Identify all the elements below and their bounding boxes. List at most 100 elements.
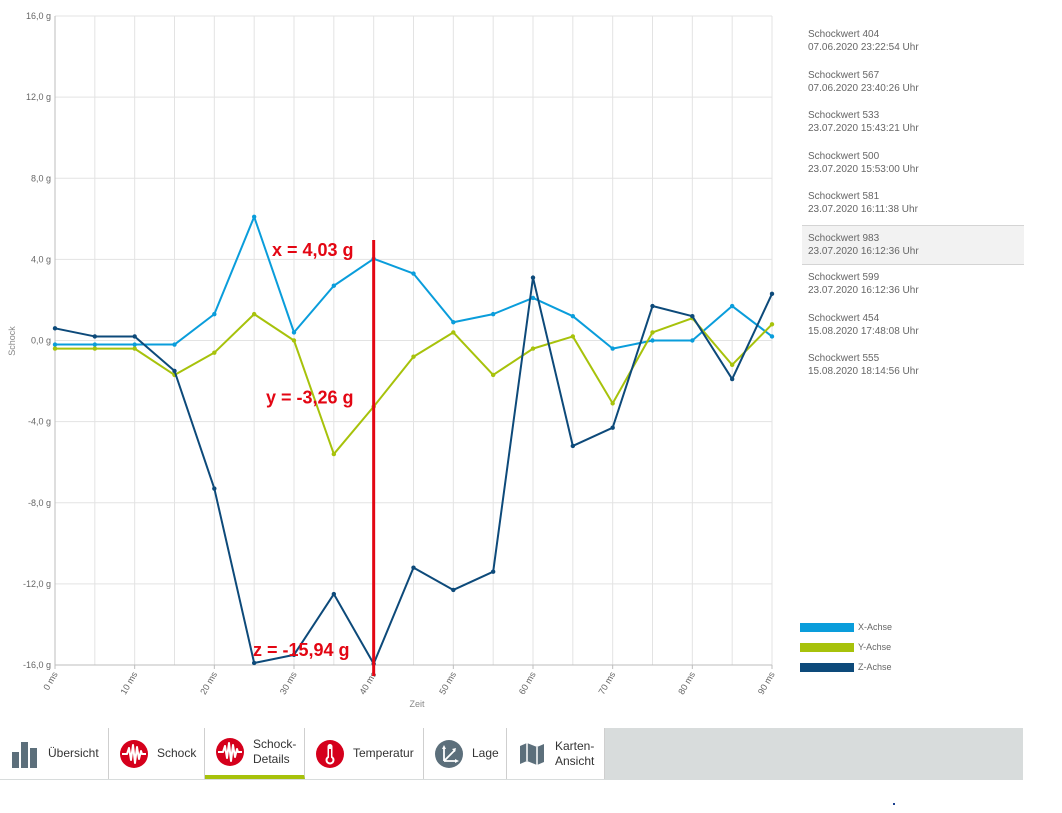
data-point: [212, 350, 217, 355]
event-title: Schockwert 599: [808, 272, 880, 283]
data-point: [172, 342, 177, 347]
data-point: [729, 376, 735, 382]
data-point: [769, 334, 775, 339]
tab-label: Schock- Details: [253, 736, 297, 766]
data-point: [331, 451, 337, 457]
event-title: Schockwert 567: [808, 69, 880, 81]
value-annotation: z = -15,94 g: [253, 640, 350, 660]
tab-schock[interactable]: Schock: [109, 728, 205, 779]
event-title: Schockwert 983: [808, 232, 880, 244]
event-item[interactable]: Schockwert 983 23.07.2020 16:12:36 Uhr: [802, 224, 1024, 265]
tab-temperatur[interactable]: Temperatur: [305, 728, 424, 779]
data-point: [570, 334, 576, 339]
shock-wave-icon: [120, 739, 148, 768]
event-title: Schockwert 581: [808, 191, 880, 202]
data-point: [769, 322, 775, 327]
tab-label: Schock: [157, 746, 197, 760]
event-title: Schockwert 454: [808, 312, 880, 324]
tab-schock-details[interactable]: Schock- Details: [205, 728, 305, 779]
x-tick-label: 30 ms: [278, 670, 299, 697]
x-axis-title: Zeit: [409, 699, 425, 709]
event-item[interactable]: Schockwert 404 07.06.2020 23:22:54 Uhr: [802, 22, 1024, 63]
data-point: [132, 346, 137, 351]
data-point: [92, 334, 98, 339]
y-tick-label: 0,0 g: [31, 336, 51, 346]
tab-lage[interactable]: Lage: [424, 728, 507, 779]
stray-dot: [893, 803, 895, 805]
data-point: [331, 591, 337, 597]
event-time: 23.07.2020 16:12:36 Uhr: [808, 245, 919, 257]
event-title: Schockwert 404: [808, 29, 880, 40]
tab-uebersicht[interactable]: Übersicht: [0, 728, 109, 779]
data-point: [490, 569, 496, 574]
legend-swatch-z: [800, 662, 854, 672]
map-icon: [520, 742, 544, 765]
shock-wave-icon: [216, 737, 244, 766]
data-point: [411, 271, 416, 276]
x-tick-label: 40 ms: [357, 670, 378, 697]
x-tick-label: 70 ms: [596, 670, 617, 697]
data-point: [212, 486, 217, 491]
x-tick-label: 60 ms: [517, 670, 538, 697]
tab-label: Temperatur: [353, 746, 414, 760]
y-tick-label: -4,0 g: [28, 417, 51, 427]
event-time: 23.07.2020 16:12:36 Uhr: [808, 285, 919, 296]
data-point: [451, 587, 456, 593]
tab-label: Übersicht: [48, 746, 99, 760]
event-time: 07.06.2020 23:22:54 Uhr: [808, 42, 919, 53]
x-tick-label: 10 ms: [118, 670, 139, 697]
event-item[interactable]: Schockwert 500 23.07.2020 15:53:00 Uhr: [802, 144, 1024, 185]
data-point: [530, 346, 536, 351]
event-item[interactable]: Schockwert 581 23.07.2020 16:11:38 Uhr: [802, 184, 1024, 225]
data-point: [291, 330, 297, 335]
tab-label: Lage: [472, 746, 499, 760]
y-tick-label: -16,0 g: [23, 660, 51, 670]
data-point: [411, 354, 416, 359]
data-point: [650, 330, 655, 335]
data-point: [650, 338, 655, 343]
x-tick-label: 20 ms: [198, 670, 219, 697]
tab-label: Karten- Ansicht: [555, 738, 595, 768]
event-time: 23.07.2020 15:43:21 Uhr: [808, 123, 919, 134]
tab-karten-ansicht[interactable]: Karten- Ansicht: [507, 728, 605, 779]
event-item[interactable]: Schockwert 555 15.08.2020 18:14:56 Uhr: [802, 346, 1024, 387]
event-title: Schockwert 555: [808, 353, 880, 364]
data-point: [52, 342, 58, 347]
data-point: [451, 330, 456, 335]
bar-chart-icon: [12, 741, 37, 768]
legend-item-x[interactable]: X-Achse: [800, 617, 892, 637]
y-tick-label: 16,0 g: [26, 11, 51, 21]
bottom-tab-bar: Übersicht Schock Schock- Details Tempera…: [0, 728, 1023, 780]
data-point: [331, 283, 337, 288]
y-axis-title: Schock: [7, 326, 17, 356]
data-point: [132, 342, 137, 347]
data-point: [530, 275, 536, 280]
event-item[interactable]: Schockwert 533 23.07.2020 15:43:21 Uhr: [802, 103, 1024, 144]
thermometer-icon: [316, 739, 344, 768]
data-point: [451, 320, 456, 325]
event-item[interactable]: Schockwert 454 15.08.2020 17:48:08 Uhr: [802, 306, 1024, 347]
legend-label-z: Z-Achse: [858, 662, 892, 672]
event-time: 07.06.2020 23:40:26 Uhr: [808, 82, 919, 94]
legend-label-x: X-Achse: [858, 622, 893, 632]
x-tick-label: 80 ms: [676, 670, 697, 697]
data-point: [52, 326, 58, 331]
event-item[interactable]: Schockwert 599 23.07.2020 16:12:36 Uhr: [802, 265, 1024, 306]
data-point: [490, 372, 496, 378]
event-item[interactable]: Schockwert 567 07.06.2020 23:40:26 Uhr: [802, 63, 1024, 104]
data-point: [769, 291, 775, 297]
legend-item-z[interactable]: Z-Achse: [800, 657, 892, 677]
y-tick-label: 8,0 g: [31, 173, 51, 183]
data-point: [690, 338, 695, 343]
legend-item-y[interactable]: Y-Achse: [800, 637, 892, 657]
data-point: [530, 295, 536, 301]
y-tick-label: 4,0 g: [31, 254, 51, 264]
data-point: [650, 303, 655, 309]
chart-legend: X-Achse Y-Achse Z-Achse: [800, 617, 892, 677]
data-point: [92, 346, 98, 351]
event-time: 23.07.2020 16:11:38 Uhr: [808, 204, 918, 215]
value-annotation: x = 4,03 g: [272, 240, 354, 260]
shock-event-list: Schockwert 404 07.06.2020 23:22:54 Uhr Sc…: [802, 22, 1024, 387]
legend-label-y: Y-Achse: [858, 642, 892, 652]
y-tick-label: -12,0 g: [23, 579, 51, 589]
